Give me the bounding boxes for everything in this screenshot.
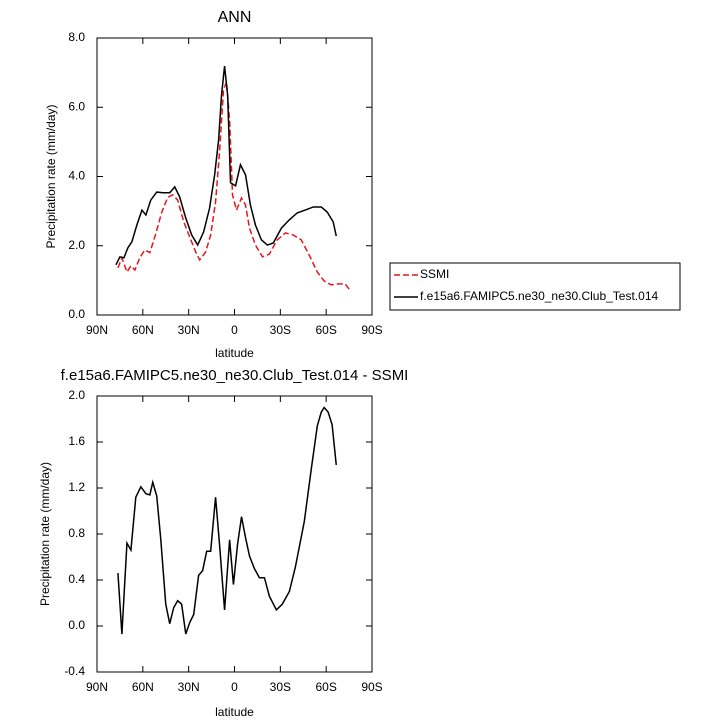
plot-frame	[96, 37, 373, 316]
series-line	[117, 81, 350, 290]
x-tick-label: 90N	[86, 680, 108, 694]
x-tick-label: 30N	[178, 323, 200, 337]
x-tick-label: 30N	[178, 680, 200, 694]
x-axis-label: latitude	[215, 705, 254, 719]
x-tick-label: 60N	[132, 680, 154, 694]
x-tick-label: 60N	[132, 323, 154, 337]
x-tick-label: 60S	[315, 680, 336, 694]
x-tick-label: 60S	[315, 323, 336, 337]
x-tick-label: 30S	[270, 323, 291, 337]
y-tick-label: 4.0	[68, 169, 85, 183]
y-tick-label: 0.4	[68, 572, 85, 586]
y-tick-label: 2.0	[68, 388, 85, 402]
y-axis-label: Precipitation rate (mm/day)	[38, 462, 52, 606]
legend-label: f.e15a6.FAMIPC5.ne30_ne30.Club_Test.014	[420, 289, 658, 303]
x-axis-label: latitude	[215, 346, 254, 360]
y-tick-label: 2.0	[68, 238, 85, 252]
y-tick-label: 8.0	[68, 30, 85, 44]
legend-box	[389, 262, 681, 311]
chart-title: ANN	[218, 9, 252, 26]
y-tick-label: 0.8	[68, 526, 85, 540]
y-tick-label: 1.6	[68, 434, 85, 448]
y-tick-label: 0.0	[68, 307, 85, 321]
chart-title: f.e15a6.FAMIPC5.ne30_ne30.Club_Test.014 …	[61, 367, 409, 384]
plot-frame	[96, 395, 373, 673]
x-tick-label: 90N	[86, 323, 108, 337]
x-tick-label: 0	[231, 680, 238, 694]
y-axis-label: Precipitation rate (mm/day)	[44, 104, 58, 248]
x-tick-label: 0	[231, 323, 238, 337]
x-tick-label: 30S	[270, 680, 291, 694]
x-tick-label: 90S	[361, 323, 382, 337]
x-tick-label: 90S	[361, 680, 382, 694]
series-line	[115, 65, 337, 266]
y-tick-label: -0.4	[64, 664, 85, 678]
y-tick-label: 1.2	[68, 480, 85, 494]
y-tick-label: 6.0	[68, 99, 85, 113]
legend-label: SSMI	[420, 267, 449, 281]
y-tick-label: 0.0	[68, 618, 85, 632]
series-line	[117, 406, 337, 635]
